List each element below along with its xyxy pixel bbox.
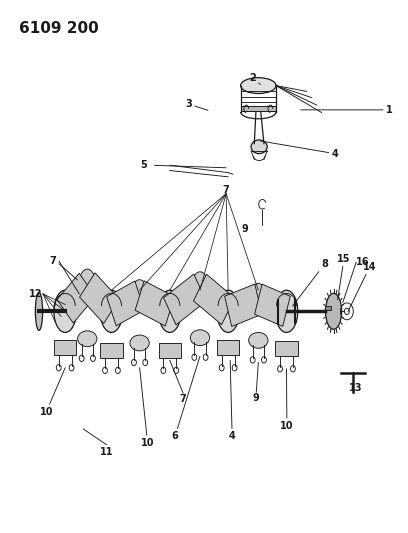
Ellipse shape — [100, 290, 123, 333]
Ellipse shape — [131, 280, 148, 311]
Text: 16: 16 — [356, 257, 370, 267]
Polygon shape — [255, 284, 290, 326]
FancyBboxPatch shape — [100, 343, 123, 358]
Ellipse shape — [190, 330, 210, 345]
Ellipse shape — [54, 290, 76, 333]
Polygon shape — [80, 273, 119, 324]
Text: 2: 2 — [249, 72, 260, 85]
Polygon shape — [193, 274, 235, 325]
Polygon shape — [135, 281, 174, 326]
Ellipse shape — [217, 290, 239, 333]
Text: 8: 8 — [293, 259, 328, 306]
Text: 7: 7 — [223, 185, 230, 195]
Text: 14: 14 — [348, 262, 377, 311]
Text: 11: 11 — [100, 447, 113, 457]
Ellipse shape — [275, 290, 298, 333]
Ellipse shape — [241, 78, 276, 93]
Polygon shape — [225, 284, 262, 326]
Text: 10: 10 — [140, 368, 154, 448]
FancyBboxPatch shape — [275, 342, 298, 356]
Text: 12: 12 — [29, 289, 42, 299]
Ellipse shape — [35, 292, 42, 330]
Text: 3: 3 — [185, 99, 208, 110]
Text: 7: 7 — [50, 256, 56, 266]
Ellipse shape — [159, 290, 181, 333]
Text: 13: 13 — [348, 383, 362, 393]
FancyBboxPatch shape — [217, 341, 239, 355]
FancyBboxPatch shape — [241, 106, 276, 111]
Text: 9: 9 — [253, 393, 260, 403]
Ellipse shape — [191, 272, 208, 303]
Text: 1: 1 — [301, 105, 392, 115]
Text: 5: 5 — [140, 160, 147, 170]
Text: 6: 6 — [172, 356, 200, 441]
FancyBboxPatch shape — [159, 343, 181, 358]
Ellipse shape — [79, 269, 96, 301]
Polygon shape — [57, 273, 95, 323]
Text: 7: 7 — [180, 394, 186, 405]
Text: 4: 4 — [260, 141, 338, 159]
Polygon shape — [106, 281, 144, 326]
Ellipse shape — [251, 140, 267, 154]
Polygon shape — [164, 274, 206, 325]
Ellipse shape — [130, 335, 149, 351]
Ellipse shape — [78, 331, 97, 346]
Text: 4: 4 — [229, 360, 235, 441]
FancyBboxPatch shape — [54, 341, 76, 355]
Ellipse shape — [248, 333, 268, 348]
Text: 10: 10 — [40, 368, 65, 417]
Text: 10: 10 — [280, 369, 294, 431]
Ellipse shape — [326, 293, 341, 329]
Text: 15: 15 — [337, 254, 351, 300]
Text: 6109 200: 6109 200 — [19, 21, 99, 36]
FancyBboxPatch shape — [325, 306, 331, 310]
Ellipse shape — [250, 284, 267, 315]
Text: 9: 9 — [242, 223, 248, 233]
